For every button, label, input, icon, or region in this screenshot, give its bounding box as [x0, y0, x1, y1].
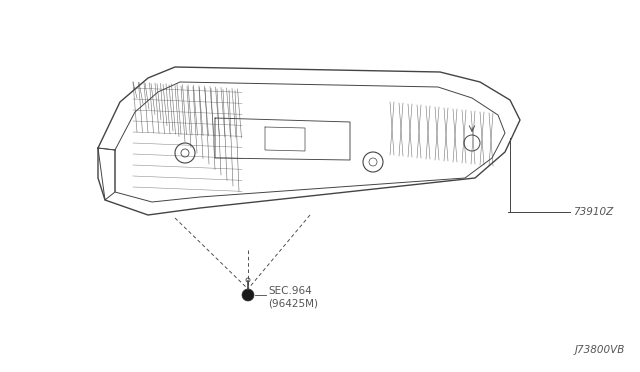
- Circle shape: [242, 289, 254, 301]
- Text: 73910Z: 73910Z: [573, 207, 613, 217]
- Text: SEC.964: SEC.964: [268, 286, 312, 296]
- Text: (96425M): (96425M): [268, 298, 318, 308]
- Text: J73800VB: J73800VB: [575, 345, 625, 355]
